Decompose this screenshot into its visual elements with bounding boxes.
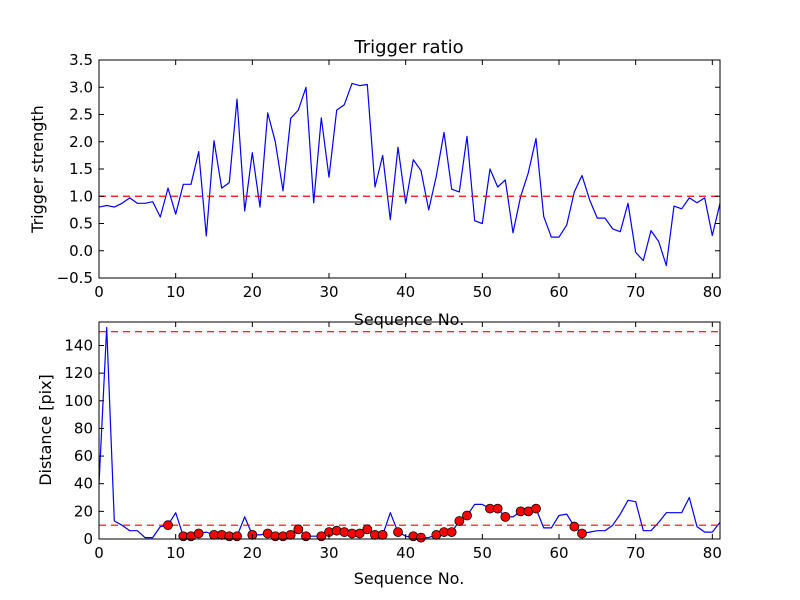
x-tick-label: 70 (626, 283, 645, 301)
x-axis-label: Sequence No. (354, 310, 465, 329)
axis-ticks-layer: 0 10 20 30 40 50 60 70 80 0 20 40 60 80 100 120 140 (64, 322, 722, 562)
detection-point (531, 503, 541, 514)
y-tick-label: 60 (74, 447, 93, 465)
y-tick-label: 100 (64, 392, 93, 410)
y-tick-label: 3.0 (69, 78, 93, 96)
y-tick-label: −0.5 (57, 269, 93, 287)
y-tick-label: 140 (64, 336, 93, 354)
x-tick-label: 70 (626, 544, 645, 562)
x-tick-label: 60 (549, 544, 568, 562)
x-tick-label: 10 (166, 544, 185, 562)
plot-frame (98, 59, 721, 279)
detection-point (393, 527, 403, 537)
x-tick-label: 30 (319, 283, 338, 301)
y-tick-label: 1.0 (69, 187, 93, 205)
y-tick-label: 80 (74, 419, 93, 437)
detection-point (316, 531, 327, 542)
y-tick-label: 0.0 (69, 242, 93, 260)
distance-plot: 0 10 20 30 40 50 60 70 80 0 20 40 60 80 100 120 140 Sequ… (36, 321, 722, 588)
detection-point (285, 529, 296, 540)
plot-area (99, 82, 720, 267)
x-tick-label: 20 (243, 283, 262, 301)
x-tick-label: 0 (94, 283, 104, 301)
y-tick-label: 20 (74, 502, 93, 520)
trigger-ratio-plot: Trigger ratio 0 10 20 30 40 50 60 70 80 −0.5 0.0 0.… (28, 37, 722, 329)
detection-point (354, 528, 365, 539)
y-tick-label: 120 (64, 364, 93, 382)
y-tick-label: 2.5 (69, 106, 93, 124)
x-tick-label: 40 (396, 283, 415, 301)
plot-series-layer (99, 82, 720, 267)
detection-point (193, 528, 204, 539)
detection-point (492, 503, 503, 514)
chart-title: Trigger ratio (353, 37, 463, 58)
y-tick-label: 1.5 (69, 160, 93, 178)
detection-point (232, 531, 242, 542)
y-tick-label: 0 (83, 530, 93, 548)
detection-point (377, 529, 388, 540)
y-tick-label: 40 (74, 475, 93, 493)
detection-point (301, 531, 311, 542)
x-tick-label: 50 (473, 283, 492, 301)
y-axis-label: Trigger strength (28, 105, 47, 234)
detection-point (446, 527, 457, 537)
x-tick-label: 80 (703, 283, 722, 301)
detection-point (362, 524, 373, 535)
x-tick-label: 30 (319, 544, 338, 562)
x-tick-label: 80 (703, 544, 722, 562)
x-axis-label: Sequence No. (354, 569, 465, 588)
detection-point (454, 516, 465, 526)
y-tick-label: 3.5 (69, 51, 93, 69)
detection-point (500, 511, 511, 522)
y-axis-label: Distance [pix] (36, 374, 55, 486)
plot-series-layer (99, 326, 720, 543)
detection-point (293, 524, 304, 535)
detection-point (163, 520, 173, 531)
x-tick-label: 50 (473, 544, 492, 562)
x-tick-label: 10 (166, 283, 185, 301)
detection-point (577, 528, 587, 539)
y-tick-label: 2.0 (69, 133, 93, 151)
plot-frame (98, 321, 721, 540)
detection-point (462, 510, 472, 521)
series-line (99, 82, 720, 267)
y-tick-label: 0.5 (69, 215, 93, 233)
x-tick-label: 20 (243, 544, 262, 562)
x-tick-label: 0 (94, 544, 104, 562)
detection-point (569, 521, 580, 532)
axis-ticks-layer: 0 10 20 30 40 50 60 70 80 −0.5 0.0 0.5 1.0 1.5 2.0 2.5 3… (57, 51, 722, 301)
detection-point (416, 532, 426, 543)
x-tick-label: 40 (396, 544, 415, 562)
x-tick-label: 60 (549, 283, 568, 301)
